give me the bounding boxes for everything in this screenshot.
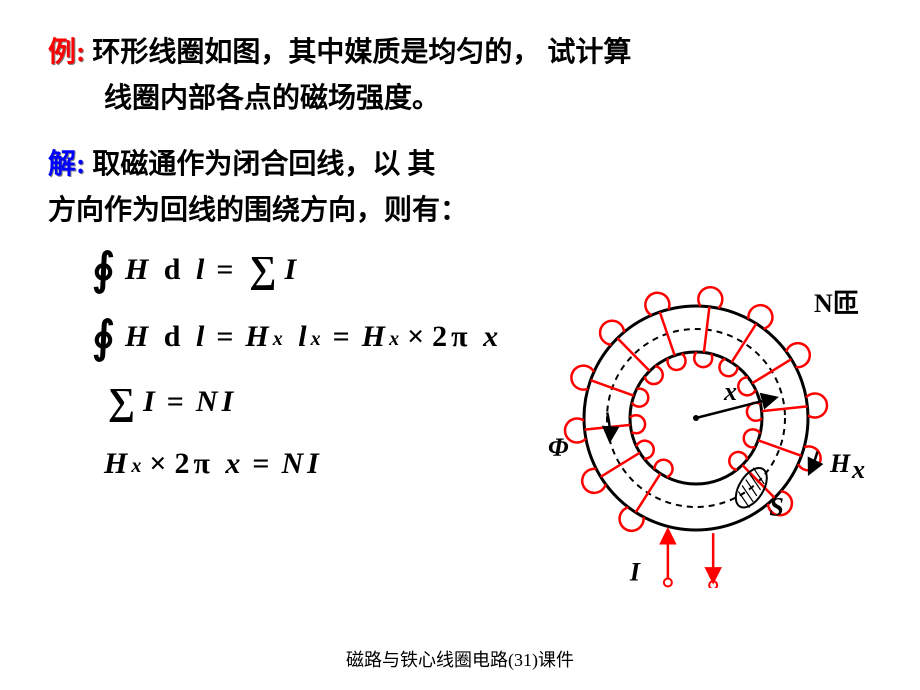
svg-text:N匝: N匝 bbox=[814, 289, 859, 318]
oint-symbol-2: ∮ bbox=[92, 318, 115, 358]
eq4-I: I bbox=[307, 447, 319, 481]
eq2-pi: π bbox=[451, 320, 467, 354]
eq1-I: I bbox=[285, 253, 297, 287]
eq2-x: x bbox=[483, 320, 498, 354]
toroid-diagram: N匝 x Φ Hx S I bbox=[516, 248, 876, 588]
eq4-eq: = bbox=[252, 447, 269, 481]
eq3-I: I bbox=[143, 385, 155, 419]
problem-text-1a: 环形线圈如图，其中媒质是均匀的， bbox=[85, 37, 540, 68]
eq2-eq2: = bbox=[333, 320, 350, 354]
svg-text:x: x bbox=[723, 377, 737, 406]
eq1-H: H bbox=[125, 253, 148, 287]
eq4-xsub: x bbox=[131, 455, 141, 478]
eq3-sum: ∑ bbox=[108, 385, 135, 419]
eq2-xsub2: x bbox=[311, 328, 321, 351]
eq4-x: x bbox=[225, 447, 240, 481]
svg-text:I: I bbox=[629, 557, 641, 586]
eq4-N: N bbox=[282, 447, 304, 481]
svg-text:S: S bbox=[769, 493, 783, 522]
problem-line-1: 例: 环形线圈如图，其中媒质是均匀的， 试计算 bbox=[48, 32, 872, 74]
svg-text:x: x bbox=[851, 455, 865, 484]
svg-text:Φ: Φ bbox=[548, 433, 569, 462]
eq2-times: × bbox=[407, 320, 424, 354]
problem-text-2: 线圈内部各点的磁场强度。 bbox=[104, 83, 440, 114]
problem-line-2: 线圈内部各点的磁场强度。 bbox=[48, 78, 872, 120]
eq2-lx: l bbox=[298, 320, 306, 354]
eq2-l: l bbox=[196, 320, 204, 354]
eq3-eq: = bbox=[167, 385, 184, 419]
eq4-pi: π bbox=[193, 447, 209, 481]
eq2-Hx: H bbox=[245, 320, 268, 354]
eq4-Hx: H bbox=[104, 447, 127, 481]
oint-symbol: ∮ bbox=[92, 250, 115, 290]
problem-label: 例: bbox=[48, 37, 85, 68]
solution-text-2: 方向作为回线的围绕方向，则有： bbox=[48, 195, 468, 226]
solution-line-2: 方向作为回线的围绕方向，则有： bbox=[48, 190, 872, 232]
eq1-d: d bbox=[164, 253, 181, 287]
eq1-l: l bbox=[196, 253, 204, 287]
problem-text-1b: 试计算 bbox=[540, 37, 631, 68]
eq2-eq1: = bbox=[216, 320, 233, 354]
eq2-Hx2: H bbox=[362, 320, 385, 354]
svg-text:H: H bbox=[829, 449, 851, 478]
eq2-d: d bbox=[164, 320, 181, 354]
footer-text: 磁路与铁心线圈电路(31)课件 bbox=[0, 646, 920, 672]
solution-label: 解: bbox=[48, 149, 85, 180]
eq3-I2: I bbox=[222, 385, 234, 419]
eq4-times: × bbox=[149, 447, 166, 481]
solution-text-1: 取磁通作为闭合回线，以 其 bbox=[85, 149, 435, 180]
eq2-xsub3: x bbox=[389, 328, 399, 351]
eq3-N: N bbox=[196, 385, 218, 419]
eq1-sum: ∑ bbox=[249, 253, 276, 287]
eq1-eq: = bbox=[216, 253, 233, 287]
solution-line-1: 解: 取磁通作为闭合回线，以 其 bbox=[48, 144, 872, 186]
eq4-two: 2 bbox=[174, 447, 189, 481]
eq2-two: 2 bbox=[432, 320, 447, 354]
eq2-xsub1: x bbox=[273, 328, 283, 351]
eq2-H: H bbox=[125, 320, 148, 354]
